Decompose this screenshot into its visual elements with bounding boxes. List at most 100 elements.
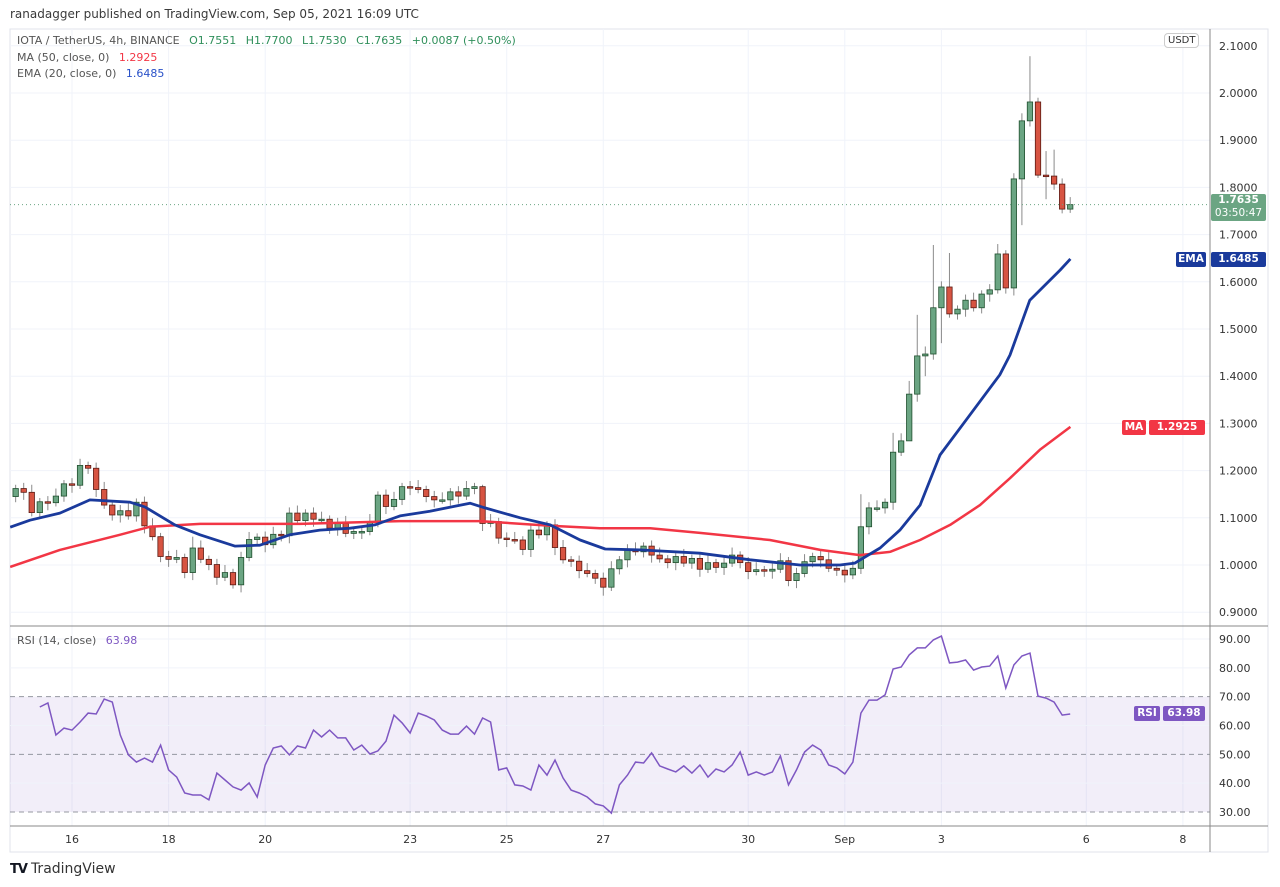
candle-up (793, 567, 800, 589)
candle-body (358, 531, 365, 534)
candle-body (173, 557, 180, 560)
candle-body (873, 507, 881, 510)
candle-body (785, 560, 792, 581)
candle-body (745, 562, 752, 573)
ma50-line (10, 425, 1072, 569)
candle-body (495, 521, 502, 539)
price-tick-label: 1.8000 (1219, 181, 1258, 194)
candle-down (423, 485, 430, 503)
candle-body (20, 488, 27, 493)
candle-body (986, 289, 993, 295)
candle-up (318, 511, 325, 523)
rsi-legend[interactable]: RSI (14, close) 63.98 (17, 634, 143, 647)
candle-body (930, 307, 937, 355)
tradingview-logo[interactable]: TV TradingView (10, 861, 116, 877)
rsi-tag: RSI (1134, 706, 1160, 721)
candle-body (769, 568, 776, 572)
candle-body (278, 533, 285, 537)
rsi-tick-label: 40.00 (1219, 777, 1251, 790)
candle-up (1026, 56, 1034, 127)
candle-down (825, 552, 832, 573)
candle-down (551, 519, 559, 556)
candle-body (221, 572, 229, 578)
candle-body (616, 559, 623, 570)
ma-tag: MA (1122, 420, 1146, 435)
candle-up (237, 551, 245, 593)
candle-body (865, 507, 873, 528)
candle-body (898, 440, 905, 453)
candle-body (382, 494, 390, 507)
currency-button[interactable]: USDT (1164, 33, 1200, 48)
price-tick-label: 1.1000 (1219, 512, 1258, 525)
candle-body (407, 486, 414, 489)
candle-up (439, 492, 446, 504)
candle-down (503, 532, 510, 548)
candle-down (68, 478, 76, 493)
candle-body (817, 556, 824, 561)
candle-up (608, 561, 615, 591)
ema-legend[interactable]: EMA (20, close, 0) 1.6485 (17, 67, 170, 80)
candle-body (720, 562, 728, 568)
time-tick-label: 23 (403, 833, 417, 846)
candle-body (841, 569, 848, 576)
price-tick-label: 1.0000 (1219, 559, 1258, 572)
candle-body (519, 539, 526, 550)
candle-body (60, 483, 68, 497)
chart-frame (9, 28, 1269, 853)
candle-body (85, 465, 92, 469)
candle-body (36, 501, 43, 514)
candle-body (801, 561, 808, 574)
candle-body (600, 577, 607, 588)
bar-countdown: 03:50:47 (1214, 207, 1263, 219)
candle-down (278, 530, 285, 542)
candle-down (382, 489, 390, 515)
candle-body (141, 501, 148, 527)
candle-up (221, 565, 229, 582)
candle-down (576, 555, 583, 579)
candle-body (1059, 183, 1066, 210)
candle-up (962, 294, 969, 317)
candle-up (672, 550, 679, 571)
ohlc-high: H1.7700 (245, 34, 293, 47)
ma-legend[interactable]: MA (50, close, 0) 1.2925 (17, 51, 163, 64)
candle-down (511, 531, 518, 544)
candle-body (28, 491, 35, 514)
candle-body (439, 499, 446, 502)
candle-body (254, 536, 261, 540)
candle-body (213, 564, 221, 578)
price-tick-label: 1.9000 (1219, 134, 1258, 147)
candle-body (1026, 101, 1034, 122)
candle-body (696, 557, 704, 570)
candle-up (189, 536, 196, 581)
time-tick-label: 6 (1083, 833, 1090, 846)
ma-legend-label: MA (50, close, 0) (17, 51, 110, 64)
symbol-title[interactable]: IOTA / TetherUS, 4h, BINANCE (17, 34, 180, 47)
rsi-tick-label: 60.00 (1219, 719, 1251, 732)
candle-down (1034, 97, 1042, 178)
candle-body (809, 556, 816, 563)
candle-up (254, 533, 261, 546)
candle-body (753, 569, 760, 573)
candle-up (527, 524, 534, 557)
candle-up (890, 432, 897, 510)
candle-down (101, 481, 108, 509)
candle-up (463, 480, 470, 500)
candle-down (712, 558, 720, 574)
price-tick-label: 1.5000 (1219, 323, 1258, 336)
last-price-badge: 1.7635 03:50:47 (1211, 194, 1266, 221)
rsi-legend-value: 63.98 (105, 634, 138, 647)
candle-body (914, 355, 921, 395)
ohlc-change: +0.0087 (+0.50%) (411, 34, 516, 47)
candle-body (294, 512, 301, 522)
candle-body (592, 573, 599, 579)
candle-up (865, 502, 873, 535)
candle-body (938, 286, 945, 309)
candle-up (769, 563, 776, 579)
candle-down (1059, 178, 1066, 214)
price-tick-label: 0.9000 (1219, 606, 1258, 619)
candle-up (334, 517, 341, 536)
rsi-line (39, 635, 1071, 815)
candle-body (93, 467, 100, 490)
candle-body (1067, 204, 1074, 210)
